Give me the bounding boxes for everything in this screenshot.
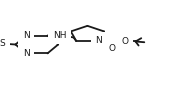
Text: O: O xyxy=(109,44,116,53)
Text: N: N xyxy=(95,36,102,45)
Text: NH: NH xyxy=(53,31,66,40)
Text: N: N xyxy=(23,49,29,58)
Text: N: N xyxy=(23,31,29,40)
Text: S: S xyxy=(0,39,5,48)
Text: O: O xyxy=(122,37,129,46)
